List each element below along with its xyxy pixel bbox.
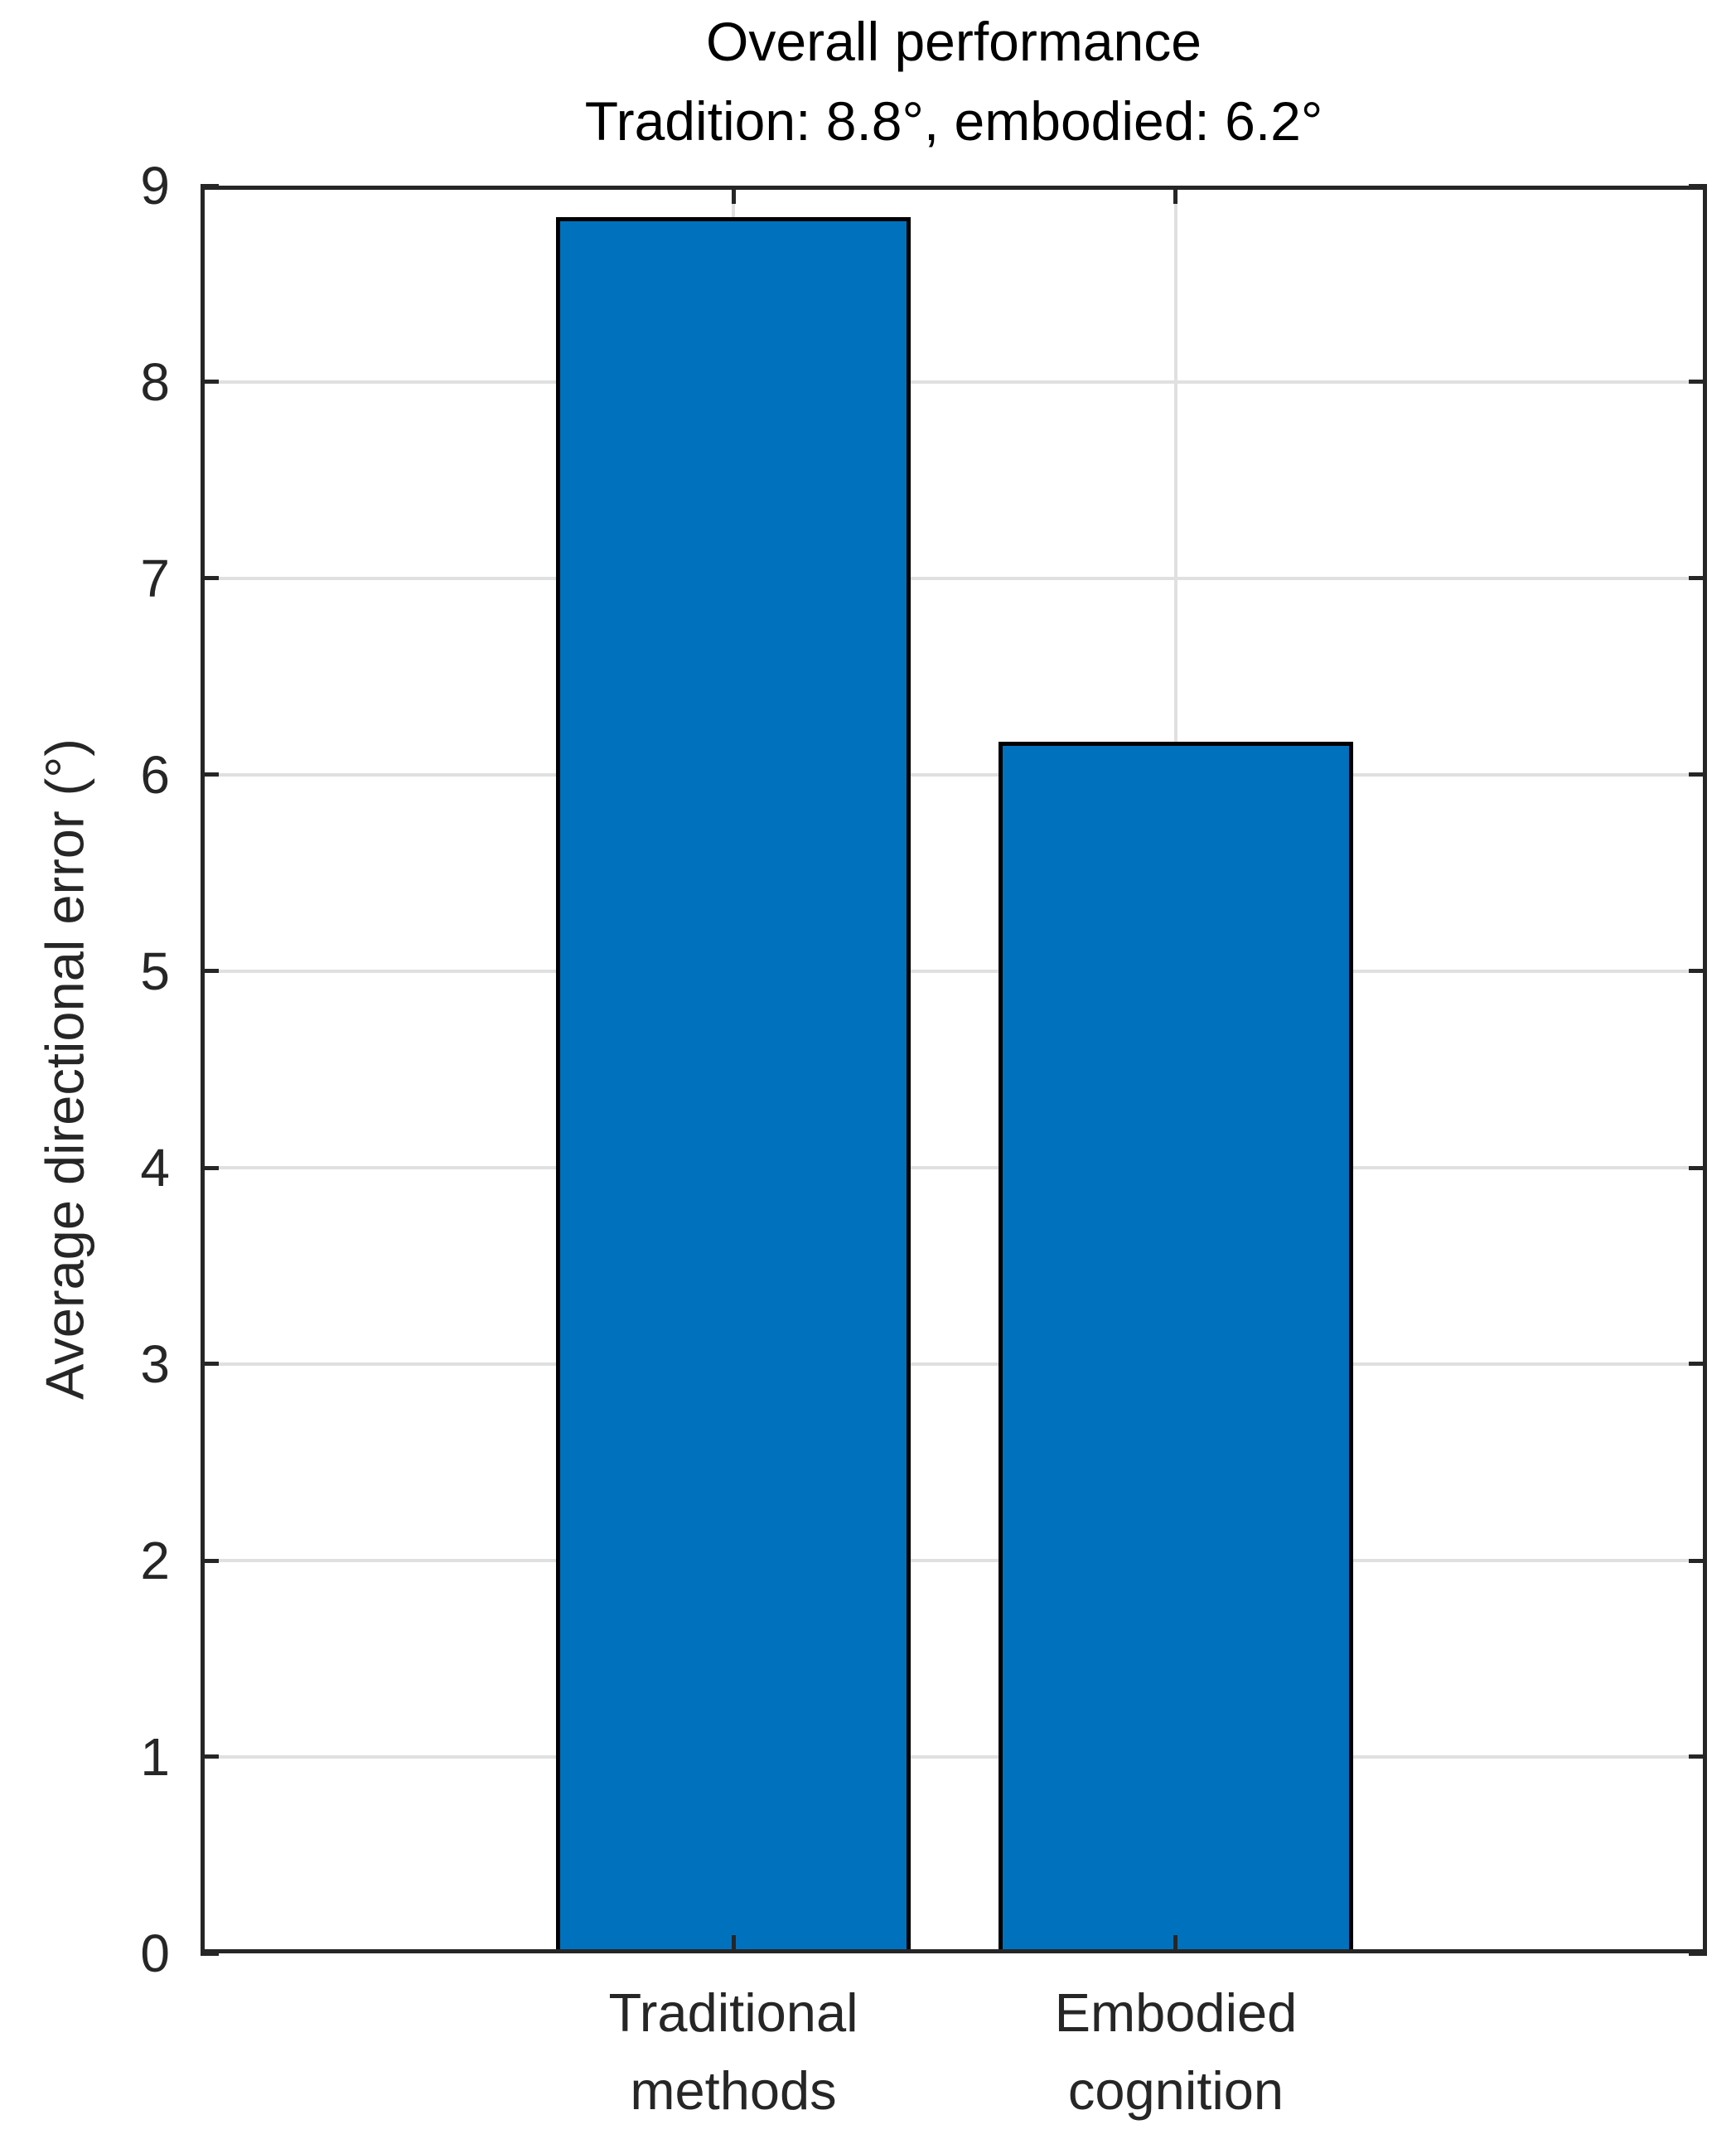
h-gridline <box>201 1166 1707 1169</box>
h-gridline <box>201 969 1707 973</box>
h-gridline <box>201 772 1707 777</box>
y-tick <box>201 380 219 385</box>
x-tick <box>731 1935 736 1953</box>
y-tick <box>201 772 219 777</box>
h-gridline <box>201 1754 1707 1759</box>
y-tick-label: 6 <box>140 745 170 805</box>
x-category-label-line2: cognition <box>1067 2060 1284 2121</box>
chart-title: Overall performance Tradition: 8.8°, emb… <box>201 2 1707 161</box>
y-tick-label: 2 <box>140 1531 170 1590</box>
y-axis-label: Average directional error (°) <box>34 738 95 1400</box>
x-category-label-line2: methods <box>630 2060 837 2121</box>
y-tick <box>201 183 219 188</box>
y-tick <box>201 1362 219 1367</box>
axis-ticks <box>201 183 1707 1956</box>
y-tick <box>1689 1362 1707 1367</box>
y-tick-label: 7 <box>140 549 170 608</box>
x-category-label: Traditional methods <box>608 1974 858 2130</box>
y-tick <box>1689 1951 1707 1956</box>
h-gridline <box>201 1362 1707 1366</box>
h-gridline <box>201 380 1707 384</box>
x-tick <box>731 186 736 204</box>
y-tick <box>201 1754 219 1759</box>
y-tick <box>1689 576 1707 581</box>
y-tick <box>1689 969 1707 974</box>
y-tick <box>201 969 219 974</box>
x-tick <box>1173 186 1178 204</box>
y-tick <box>1689 183 1707 188</box>
bar <box>998 741 1353 1953</box>
y-tick <box>1689 1754 1707 1759</box>
bar <box>556 216 911 1953</box>
h-gridline <box>201 1559 1707 1562</box>
y-tick <box>1689 380 1707 385</box>
y-tick-label: 4 <box>140 1138 170 1198</box>
y-tick <box>201 1951 219 1956</box>
y-tick-label: 0 <box>140 1924 170 1983</box>
x-category-label: Embodied cognition <box>1055 1974 1298 2130</box>
y-tick <box>201 576 219 581</box>
y-tick <box>201 1558 219 1563</box>
bars <box>201 186 1707 1953</box>
y-tick-label: 8 <box>140 352 170 412</box>
h-gridline <box>201 576 1707 580</box>
x-tick <box>1173 1935 1178 1953</box>
y-tick <box>1689 772 1707 777</box>
y-tick-label: 5 <box>140 941 170 1001</box>
y-tick-label: 9 <box>140 156 170 215</box>
x-category-label-line1: Embodied <box>1054 1982 1298 2043</box>
y-tick-label: 1 <box>140 1727 170 1787</box>
chart-title-line1: Overall performance <box>706 11 1202 72</box>
y-tick <box>1689 1165 1707 1170</box>
y-tick-label: 3 <box>140 1334 170 1394</box>
y-tick <box>1689 1558 1707 1563</box>
chart-title-line2: Tradition: 8.8°, embodied: 6.2° <box>584 90 1323 152</box>
x-category-label-line1: Traditional <box>608 1982 858 2043</box>
plot-area <box>201 183 1707 1956</box>
y-tick <box>201 1165 219 1170</box>
